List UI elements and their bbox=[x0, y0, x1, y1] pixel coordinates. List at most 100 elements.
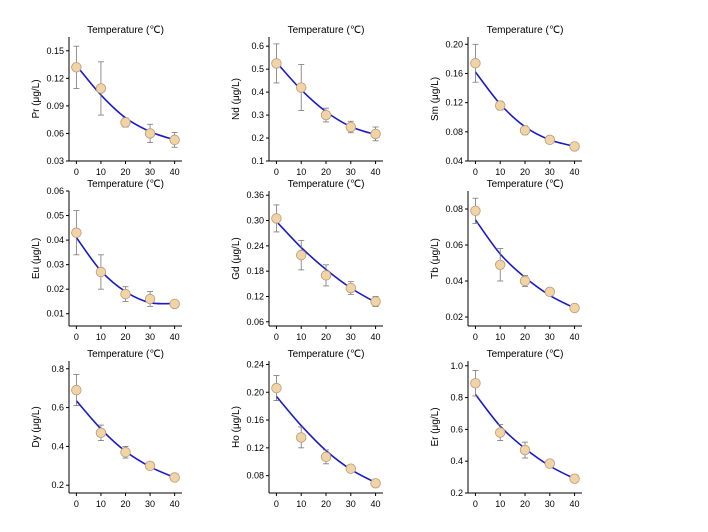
x-tick-label: 20 bbox=[321, 499, 331, 509]
data-point bbox=[495, 427, 506, 438]
data-point bbox=[296, 82, 307, 93]
y-tick-label: 0.8 bbox=[450, 393, 463, 403]
data-point bbox=[470, 58, 481, 69]
y-axis-label: Gd (μg/L) bbox=[231, 237, 242, 279]
x-tick-label: 20 bbox=[520, 499, 530, 509]
data-point bbox=[495, 259, 506, 271]
x-tick-label: 40 bbox=[371, 332, 381, 342]
x-tick-label: 30 bbox=[145, 167, 155, 177]
chart-panel: Temperature (℃) 0 10 20 30 40 0.2 0.4 0.6 0.8 Dy (… bbox=[31, 349, 182, 509]
data-point bbox=[95, 427, 107, 439]
y-axis-label: Eu (μg/L) bbox=[31, 238, 42, 279]
chart-panel: Temperature (℃) 0 10 20 30 40 0.1 0.2 0.3 0.4 0.5 0… bbox=[231, 25, 383, 177]
x-tick-label: 10 bbox=[495, 499, 505, 509]
fit-curve bbox=[75, 64, 175, 141]
data-point bbox=[345, 282, 356, 294]
y-tick-label: 0.20 bbox=[246, 387, 264, 397]
y-tick-label: 0.09 bbox=[46, 101, 64, 111]
y-tick-label: 0.4 bbox=[450, 456, 463, 466]
x-tick-label: 40 bbox=[371, 167, 381, 177]
x-tick-label: 20 bbox=[520, 167, 530, 177]
data-point bbox=[320, 270, 332, 281]
data-point bbox=[470, 205, 481, 217]
y-axis-label: Nd (μg/L) bbox=[231, 78, 242, 120]
data-point bbox=[169, 472, 180, 483]
y-tick-label: 0.36 bbox=[246, 190, 264, 200]
x-tick-label: 0 bbox=[473, 332, 478, 342]
data-point bbox=[345, 463, 356, 474]
y-tick-label: 0.2 bbox=[450, 488, 463, 498]
y-tick-label: 0.02 bbox=[46, 284, 64, 294]
data-point bbox=[345, 121, 356, 133]
chart-title: Temperature (℃) bbox=[288, 25, 365, 36]
y-tick-label: 0.15 bbox=[46, 46, 64, 56]
y-tick-label: 0.02 bbox=[445, 312, 463, 322]
y-tick-label: 0.20 bbox=[445, 39, 463, 49]
x-tick-label: 40 bbox=[170, 332, 180, 342]
y-tick-label: 0.16 bbox=[246, 415, 264, 425]
x-tick-label: 40 bbox=[371, 499, 381, 509]
x-tick-label: 40 bbox=[570, 499, 580, 509]
y-tick-label: 0.4 bbox=[51, 441, 64, 451]
y-tick-label: 0.12 bbox=[246, 291, 264, 301]
chart-panel: Temperature (℃) 0 10 20 30 40 0.01 0.02 0.03 0.04… bbox=[31, 179, 182, 342]
data-point bbox=[169, 134, 180, 146]
chart-panel: Temperature (℃) 0 10 20 30 40 0.2 0.4 0.6 0.8 1.0 E… bbox=[430, 349, 582, 509]
data-point bbox=[320, 451, 332, 463]
x-tick-label: 40 bbox=[170, 167, 180, 177]
y-tick-label: 0.08 bbox=[246, 471, 264, 481]
x-tick-label: 30 bbox=[346, 167, 356, 177]
y-tick-label: 0.5 bbox=[251, 64, 264, 74]
x-tick-label: 10 bbox=[495, 332, 505, 342]
y-tick-label: 0.08 bbox=[445, 204, 463, 214]
data-point bbox=[544, 458, 555, 469]
chart-panel: Temperature (℃) 0 10 20 30 40 0.08 0.12 0.16 0.20… bbox=[231, 349, 383, 509]
data-point bbox=[120, 117, 131, 128]
x-tick-label: 10 bbox=[296, 332, 306, 342]
chart-title: Temperature (℃) bbox=[87, 25, 164, 36]
data-point bbox=[320, 109, 332, 121]
y-tick-label: 0.04 bbox=[445, 156, 463, 166]
data-point bbox=[519, 275, 531, 287]
x-tick-label: 40 bbox=[570, 332, 580, 342]
x-tick-label: 40 bbox=[570, 167, 580, 177]
fit-curve bbox=[474, 219, 575, 309]
y-tick-label: 0.8 bbox=[51, 364, 64, 374]
x-tick-label: 10 bbox=[495, 167, 505, 177]
y-tick-label: 0.12 bbox=[246, 443, 264, 453]
y-tick-label: 0.4 bbox=[251, 87, 264, 97]
y-axis-label: Pr (μg/L) bbox=[31, 79, 42, 118]
data-point bbox=[569, 141, 580, 152]
y-axis-label: Ho (μg/L) bbox=[231, 406, 242, 448]
x-tick-label: 0 bbox=[473, 167, 478, 177]
y-tick-label: 0.04 bbox=[46, 235, 64, 245]
x-tick-label: 30 bbox=[545, 332, 555, 342]
data-point bbox=[169, 298, 180, 310]
fit-curve bbox=[275, 61, 376, 136]
data-point bbox=[544, 286, 555, 298]
x-tick-label: 20 bbox=[120, 332, 130, 342]
x-tick-label: 10 bbox=[96, 499, 106, 509]
x-tick-label: 20 bbox=[321, 332, 331, 342]
data-point bbox=[296, 249, 307, 261]
data-point bbox=[95, 266, 107, 278]
data-point bbox=[569, 473, 580, 484]
x-tick-label: 10 bbox=[296, 499, 306, 509]
x-tick-label: 30 bbox=[145, 499, 155, 509]
data-point bbox=[144, 460, 156, 472]
x-tick-label: 20 bbox=[321, 167, 331, 177]
y-tick-label: 0.1 bbox=[251, 156, 264, 166]
data-point bbox=[370, 128, 381, 140]
y-tick-label: 0.12 bbox=[46, 73, 64, 83]
chart-panel: Temperature (℃) 0 10 20 30 40 0.03 0.06 0.09 0.12… bbox=[31, 25, 182, 177]
fit-curve bbox=[275, 395, 376, 484]
x-tick-label: 20 bbox=[120, 167, 130, 177]
x-tick-label: 30 bbox=[346, 499, 356, 509]
x-tick-label: 0 bbox=[74, 167, 79, 177]
x-tick-label: 20 bbox=[120, 499, 130, 509]
y-tick-label: 0.01 bbox=[46, 309, 64, 319]
x-tick-label: 0 bbox=[74, 332, 79, 342]
x-tick-label: 0 bbox=[274, 332, 279, 342]
data-point bbox=[144, 128, 156, 139]
